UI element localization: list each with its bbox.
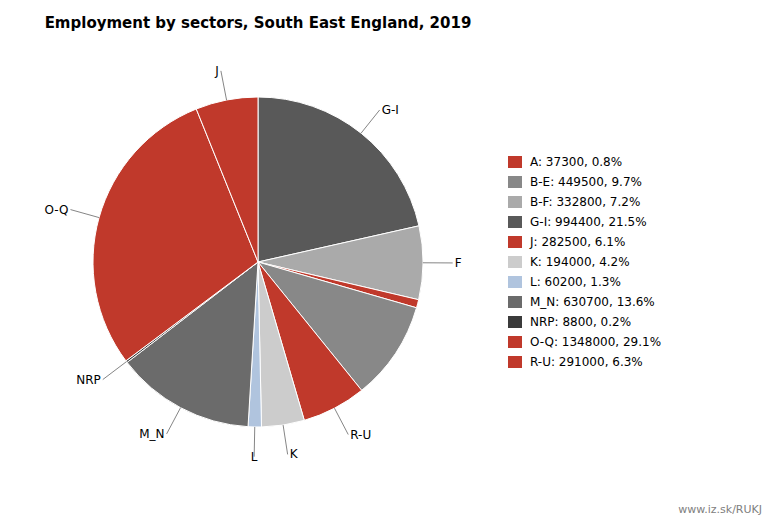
html-text:NRP: 8800, 0.2%: NRP: 8800, 0.2%	[530, 315, 632, 329]
html-text:A: 37300, 0.8%: A: 37300, 0.8%	[530, 155, 623, 169]
html-text:M_N: 630700, 13.6%: M_N: 630700, 13.6%	[530, 295, 655, 309]
html-text:R-U: 291000, 6.3%: R-U: 291000, 6.3%	[530, 355, 643, 369]
svg-text:G-I: G-I	[382, 103, 399, 117]
html-text:K: 194000, 4.2%: K: 194000, 4.2%	[530, 255, 630, 269]
svg-text:L: L	[251, 450, 258, 464]
html-text:L: 60200, 1.3%: L: 60200, 1.3%	[530, 275, 621, 289]
svg-text:J: J	[214, 64, 219, 78]
html-text:B-F: 332800, 7.2%: B-F: 332800, 7.2%	[530, 195, 641, 209]
html-text:G-I: 994400, 21.5%: G-I: 994400, 21.5%	[530, 215, 647, 229]
svg-text:F: F	[455, 256, 462, 270]
svg-text:R-U: R-U	[350, 428, 371, 442]
svg-text:NRP: NRP	[76, 373, 101, 387]
svg-text:O-Q: O-Q	[44, 203, 68, 217]
html-text:B-E: 449500, 9.7%: B-E: 449500, 9.7%	[530, 175, 642, 189]
html-text:www.iz.sk/RUKJ: www.iz.sk/RUKJ	[678, 503, 762, 516]
svg-text:K: K	[290, 447, 299, 461]
html-text:O-Q: 1348000, 29.1%: O-Q: 1348000, 29.1%	[530, 335, 661, 349]
html-text:Employment by sectors, South E: Employment by sectors, South East Englan…	[44, 14, 472, 32]
svg-text:M_N: M_N	[139, 427, 164, 441]
html-text:J: 282500, 6.1%: J: 282500, 6.1%	[530, 235, 626, 249]
